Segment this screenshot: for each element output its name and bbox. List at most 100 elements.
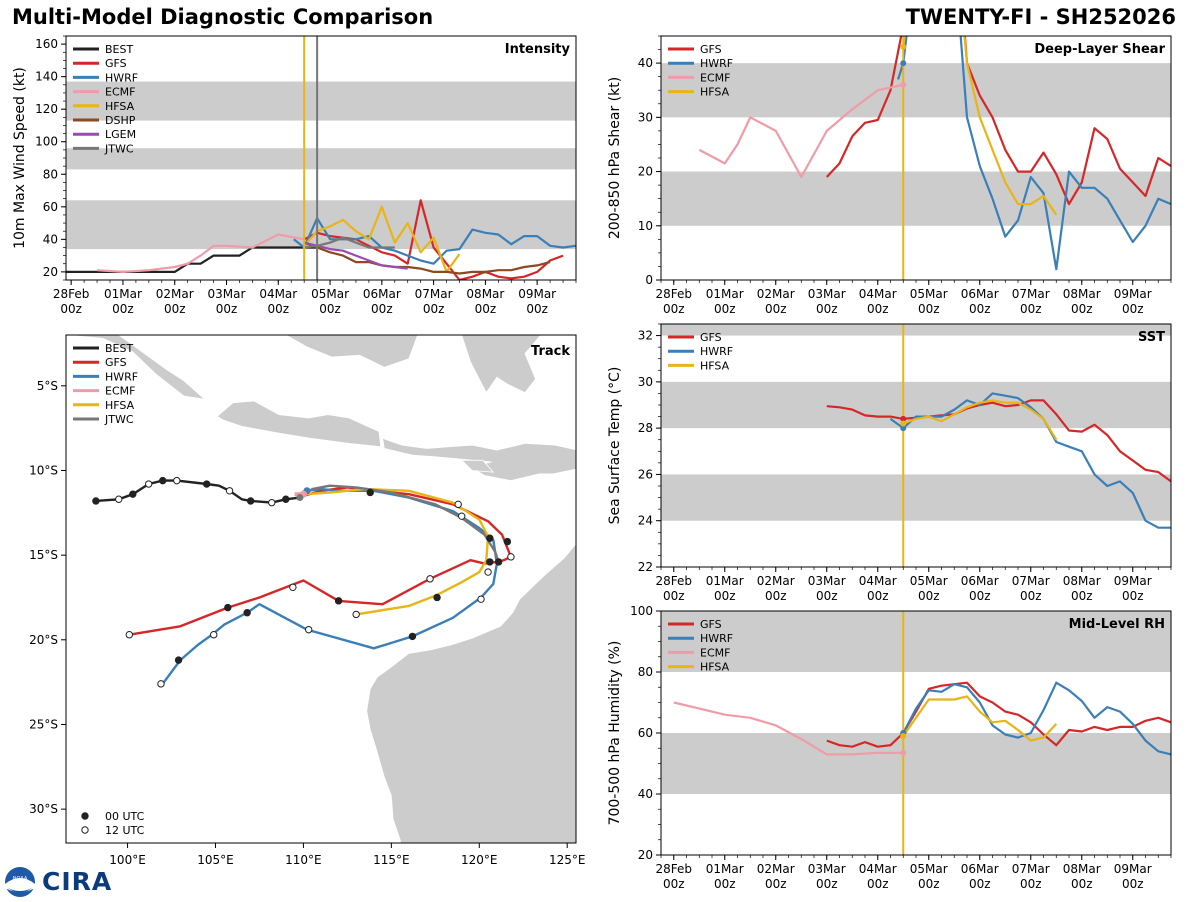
rh-plot-area <box>661 611 1171 855</box>
sst-legend-label-gfs: GFS <box>700 331 722 344</box>
sst-shaded-band-0 <box>661 474 1171 521</box>
track-marker-legend-swatch <box>81 812 89 820</box>
track-series-gfs <box>129 486 513 636</box>
sst-xtick-label: 08Mar <box>1063 574 1101 588</box>
figure-title: Multi-Model Diagnostic Comparison <box>12 5 434 29</box>
track-marker-12utc <box>352 610 360 619</box>
track-marker-00utc <box>503 537 512 546</box>
rh-xtick-label: 00z <box>1020 877 1042 891</box>
sst-xtick-label: 03Mar <box>808 574 846 588</box>
sst-ytick-label: 24 <box>638 514 653 528</box>
track-xtick-label: 125°E <box>549 853 586 867</box>
rh-series-ecmf <box>673 701 904 756</box>
track-legend-label-ecmf: ECMF <box>105 385 135 398</box>
track-marker-00utc <box>159 476 167 485</box>
sst-xtick-label: 05Mar <box>910 574 948 588</box>
sst-xtick-label: 00z <box>969 589 991 603</box>
intensity-shaded-band-1 <box>66 148 576 170</box>
shear-panel-title: Deep-Layer Shear <box>1034 42 1165 57</box>
intensity-xtick-label: 08Mar <box>466 287 504 301</box>
rh-xtick-label: 05Mar <box>910 862 948 876</box>
track-xtick-label: 105°E <box>197 853 234 867</box>
track-legend-label-hwrf: HWRF <box>105 370 138 383</box>
track-panel-title: Track <box>531 344 570 359</box>
track-series-best <box>95 479 301 504</box>
land-java <box>216 400 382 448</box>
noaa-emblem-text: NOAA <box>13 876 28 882</box>
intensity-xtick-label: 04Mar <box>259 287 297 301</box>
shear-xtick-label: 07Mar <box>1012 287 1050 301</box>
track-marker-12utc <box>289 583 297 592</box>
track-marker-00utc <box>282 495 290 503</box>
shear-xtick-label: 04Mar <box>859 287 897 301</box>
track-marker-00utc <box>334 597 343 605</box>
sst-frame <box>660 323 1172 568</box>
intensity-legend-label-lgem: LGEM <box>105 128 136 141</box>
track-xtick-label: 100°E <box>109 853 146 867</box>
shear-xtick-label: 00z <box>663 302 685 316</box>
shear-legend-label-ecmf: ECMF <box>700 71 730 84</box>
intensity-legend-label-best: BEST <box>105 43 133 56</box>
land-lesser-sunda <box>382 437 576 482</box>
track-marker-00utc <box>243 609 251 617</box>
intensity-legend-label-jtwc: JTWC <box>104 142 134 155</box>
rh-legend-label-ecmf: ECMF <box>700 646 730 659</box>
shear-ytick-label: 0 <box>645 273 653 287</box>
rh-xtick-label: 00z <box>1122 877 1144 891</box>
intensity-legend-label-hwrf: HWRF <box>105 71 138 84</box>
rh-xtick-label: 00z <box>765 877 787 891</box>
sst-init-dot-gfs <box>900 415 907 422</box>
intensity-xtick-label: 00z <box>216 302 238 316</box>
shear-init-dot-hfsa <box>900 43 907 50</box>
shear-legend-label-hwrf: HWRF <box>700 57 733 70</box>
shear-series-hwrf <box>897 36 1171 271</box>
shear-xtick-label: 00z <box>1122 302 1144 316</box>
rh-xtick-label: 03Mar <box>808 862 846 876</box>
intensity-series-ecmf <box>97 233 305 273</box>
chart-intensity: 2040608010012014016028Feb00z01Mar00z02Ma… <box>12 35 577 316</box>
track-marker-12utc <box>157 680 165 688</box>
intensity-legend-label-dshp: DSHP <box>105 114 136 127</box>
track-series-jtwc <box>299 484 500 563</box>
shear-xtick-label: 03Mar <box>808 287 846 301</box>
track-marker-12utc <box>225 487 234 495</box>
intensity-ytick-label: 100 <box>35 135 58 149</box>
intensity-xtick-label: 05Mar <box>311 287 349 301</box>
track-marker-12utc <box>173 476 181 485</box>
track-ytick-label: 5°S <box>37 379 58 393</box>
sst-xtick-label: 00z <box>765 589 787 603</box>
chart-shear: 01020304028Feb00z01Mar00z02Mar00z03Mar00… <box>607 35 1172 316</box>
intensity-xtick-label: 00z <box>371 302 393 316</box>
track-legend-label-jtwc: JTWC <box>104 413 134 426</box>
intensity-xtick-label: 07Mar <box>415 287 453 301</box>
intensity-xtick-label: 00z <box>319 302 341 316</box>
sst-xtick-label: 09Mar <box>1114 574 1152 588</box>
shear-series-gfs <box>825 36 1171 206</box>
track-marker-00utc <box>408 632 417 641</box>
intensity-ylabel: 10m Max Wind Speed (kt) <box>12 67 28 249</box>
track-ytick-label: 25°S <box>29 717 58 731</box>
sst-legend-label-hfsa: HFSA <box>700 359 730 372</box>
track-marker-12utc <box>268 498 276 507</box>
intensity-xtick-label: 00z <box>60 302 82 316</box>
intensity-ytick-label: 120 <box>35 102 58 116</box>
shear-ytick-label: 10 <box>638 219 653 233</box>
intensity-ytick-label: 140 <box>35 70 58 84</box>
intensity-shaded-band-2 <box>66 81 576 121</box>
track-marker-12utc <box>426 575 434 583</box>
shear-shaded-band-0 <box>661 171 1171 226</box>
sst-ylabel: Sea Surface Temp (°C) <box>607 367 623 525</box>
rh-xtick-label: 00z <box>969 877 991 891</box>
sst-plot-area <box>661 324 1171 567</box>
rh-xtick-label: 00z <box>714 877 736 891</box>
rh-series-gfs <box>826 681 1171 748</box>
rh-xtick-label: 00z <box>816 877 838 891</box>
shear-xtick-label: 00z <box>816 302 838 316</box>
rh-ytick-label: 20 <box>638 848 653 862</box>
rh-series-hwrf <box>902 681 1171 756</box>
